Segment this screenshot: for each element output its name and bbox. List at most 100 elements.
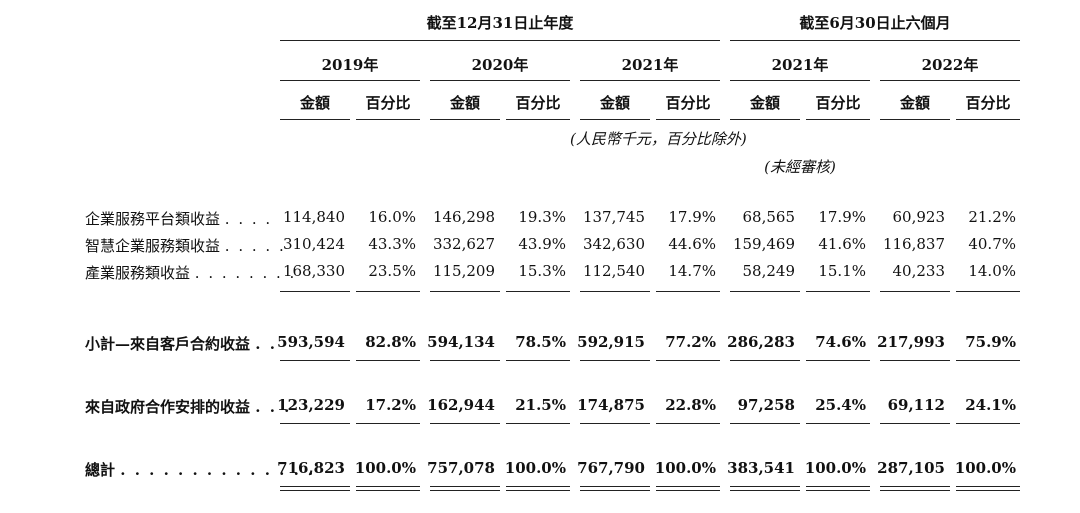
total-double-rule	[806, 486, 870, 487]
cell-rule	[880, 423, 950, 424]
cell-rule	[430, 423, 500, 424]
cell-rule	[806, 423, 870, 424]
total-double-rule	[730, 486, 800, 487]
amount-header: 金額	[599, 94, 630, 112]
total-double-rule	[656, 486, 720, 487]
cell-rule	[580, 360, 650, 361]
total-double-rule	[580, 486, 650, 487]
year-header-2021-h1: 2021年	[771, 56, 829, 74]
cell-percent: 21.2%	[968, 208, 1016, 226]
total-double-rule	[506, 490, 570, 491]
cell-rule	[880, 360, 950, 361]
cell-rule	[580, 423, 650, 424]
cell-percent: 16.0%	[368, 208, 416, 226]
percent-header: 百分比	[665, 94, 711, 112]
cell-amount: 287,105	[877, 459, 945, 477]
cell-rule	[356, 291, 420, 292]
cell-amount: 123,229	[277, 396, 345, 414]
amount-header: 金額	[449, 94, 480, 112]
year-header-2020: 2020年	[471, 56, 529, 74]
cell-amount: 286,283	[727, 333, 795, 351]
leader-dots: . . . .	[224, 210, 273, 228]
cell-amount: 137,745	[582, 208, 645, 226]
cell-amount: 146,298	[432, 208, 495, 226]
cell-amount: 69,112	[887, 396, 945, 414]
cell-rule	[430, 360, 500, 361]
column-underline	[806, 119, 870, 120]
amount-header: 金額	[899, 94, 930, 112]
cell-rule	[280, 423, 350, 424]
cell-amount: 593,594	[277, 333, 345, 351]
cell-amount: 97,258	[737, 396, 795, 414]
cell-amount: 112,540	[582, 262, 645, 280]
year-header-2021: 2021年	[621, 56, 679, 74]
cell-rule	[356, 360, 420, 361]
column-underline	[280, 119, 350, 120]
cell-amount: 162,944	[427, 396, 495, 414]
total-double-rule	[806, 490, 870, 491]
cell-percent: 19.3%	[518, 208, 566, 226]
cell-rule	[656, 360, 720, 361]
cell-amount: 757,078	[427, 459, 495, 477]
cell-rule	[956, 291, 1020, 292]
total-double-rule	[880, 490, 950, 491]
total-double-rule	[880, 486, 950, 487]
column-underline	[880, 119, 950, 120]
column-underline	[356, 119, 420, 120]
cell-amount: 592,915	[577, 333, 645, 351]
column-underline	[580, 119, 650, 120]
cell-amount: 58,249	[742, 262, 796, 280]
cell-percent: 82.8%	[365, 333, 416, 351]
row-label-text: 企業服務平台類收益	[85, 210, 221, 228]
cell-percent: 25.4%	[815, 396, 866, 414]
cell-rule	[880, 291, 950, 292]
cell-amount: 767,790	[577, 459, 645, 477]
cell-rule	[506, 291, 570, 292]
leader-dots: . .	[255, 335, 277, 353]
cell-percent: 40.7%	[968, 235, 1016, 253]
percent-header: 百分比	[365, 94, 411, 112]
column-underline	[430, 119, 500, 120]
cell-amount: 217,993	[877, 333, 945, 351]
year-underline	[730, 80, 870, 81]
cell-percent: 21.5%	[515, 396, 566, 414]
column-underline	[956, 119, 1020, 120]
cell-amount: 60,923	[892, 208, 946, 226]
cell-percent: 17.2%	[365, 396, 416, 414]
cell-percent: 44.6%	[668, 235, 716, 253]
cell-rule	[430, 291, 500, 292]
total-double-rule	[356, 490, 420, 491]
row-label-text: 總計	[85, 461, 116, 479]
cell-rule	[730, 291, 800, 292]
total-double-rule	[956, 490, 1020, 491]
cell-percent: 100.0%	[954, 459, 1016, 477]
column-underline	[730, 119, 800, 120]
total-double-rule	[506, 486, 570, 487]
cell-amount: 114,840	[282, 208, 345, 226]
year-header-2019: 2019年	[321, 56, 379, 74]
cell-percent: 100.0%	[804, 459, 866, 477]
year-underline	[580, 80, 720, 81]
leader-dots: . . . . . . . . . . . . . .	[120, 461, 316, 479]
cell-rule	[730, 360, 800, 361]
year-header-2022-h1: 2022年	[921, 56, 979, 74]
cell-rule	[280, 291, 350, 292]
cell-percent: 17.9%	[818, 208, 866, 226]
total-double-rule	[430, 486, 500, 487]
row-label: 小計—來自客戶合約收益 . .	[85, 333, 277, 354]
cell-percent: 41.6%	[818, 235, 866, 253]
cell-percent: 100.0%	[504, 459, 566, 477]
row-label-text: 小計—來自客戶合約收益	[85, 335, 251, 353]
cell-amount: 716,823	[277, 459, 345, 477]
cell-rule	[956, 423, 1020, 424]
amount-header: 金額	[749, 94, 780, 112]
cell-amount: 116,837	[882, 235, 945, 253]
unaudited-note: (未經審核)	[764, 158, 836, 176]
total-double-rule	[356, 486, 420, 487]
cell-percent: 78.5%	[515, 333, 566, 351]
cell-rule	[656, 291, 720, 292]
cell-percent: 22.8%	[665, 396, 716, 414]
leader-dots: . . . . . . . .	[194, 264, 297, 282]
cell-percent: 75.9%	[965, 333, 1016, 351]
cell-percent: 23.5%	[368, 262, 416, 280]
